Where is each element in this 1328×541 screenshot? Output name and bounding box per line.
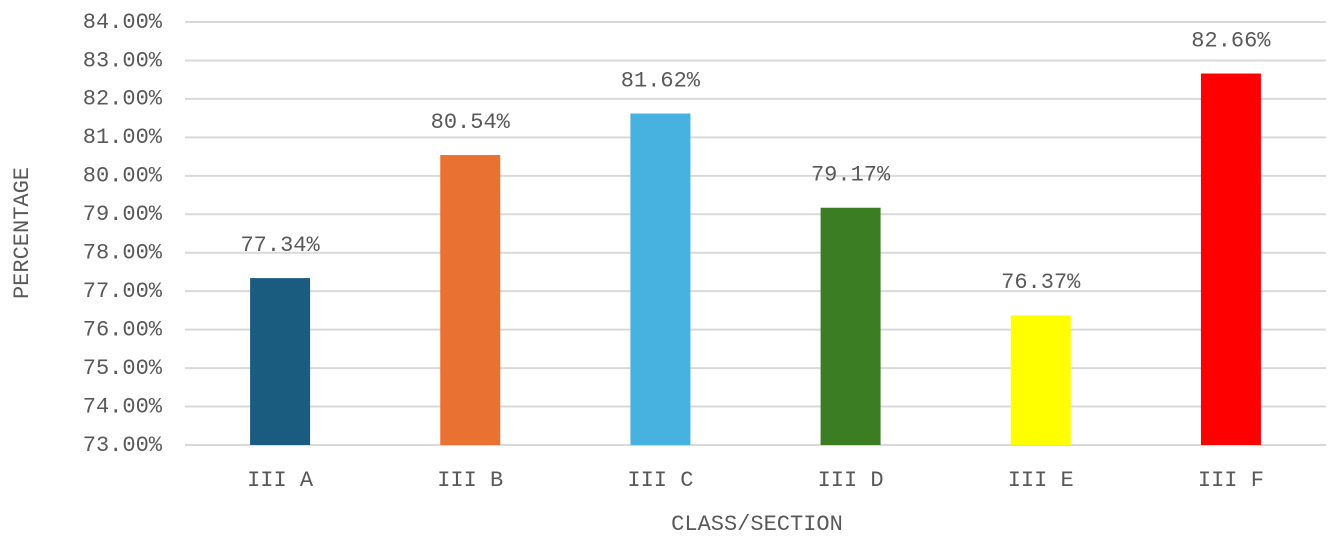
y-tick-label: 83.00% [83, 48, 163, 73]
x-tick-label: III C [627, 468, 693, 493]
bar [630, 113, 691, 445]
y-tick-label: 76.00% [83, 317, 163, 342]
value-label: 81.62% [621, 68, 701, 93]
bar [440, 155, 501, 445]
y-tick-label: 80.00% [83, 164, 163, 189]
bar [1200, 73, 1261, 446]
bar [820, 207, 881, 445]
y-tick-label: 73.00% [83, 433, 163, 458]
x-tick-label: III E [1008, 468, 1074, 493]
x-tick-label: III B [437, 468, 503, 493]
y-tick-label: 77.00% [83, 279, 163, 304]
value-label: 80.54% [431, 110, 511, 135]
y-tick-label: 75.00% [83, 356, 163, 381]
value-label: 77.34% [240, 233, 320, 258]
x-tick-label: III D [818, 468, 884, 493]
value-label: 76.37% [1001, 270, 1081, 295]
y-tick-label: 84.00% [83, 10, 163, 35]
y-tick-label: 82.00% [83, 87, 163, 112]
y-tick-label: 81.00% [83, 125, 163, 150]
x-tick-label: III F [1198, 468, 1264, 493]
y-tick-label: 79.00% [83, 202, 163, 227]
x-axis-title: CLASS/SECTION [671, 512, 843, 537]
bar [1010, 315, 1071, 445]
value-label: 79.17% [811, 163, 891, 188]
y-axis-title: PERCENTAGE [10, 167, 35, 299]
value-label: 82.66% [1191, 28, 1271, 53]
bar [250, 278, 311, 445]
y-tick-label: 74.00% [83, 394, 163, 419]
y-tick-label: 78.00% [83, 241, 163, 266]
x-tick-label: III A [247, 468, 314, 493]
